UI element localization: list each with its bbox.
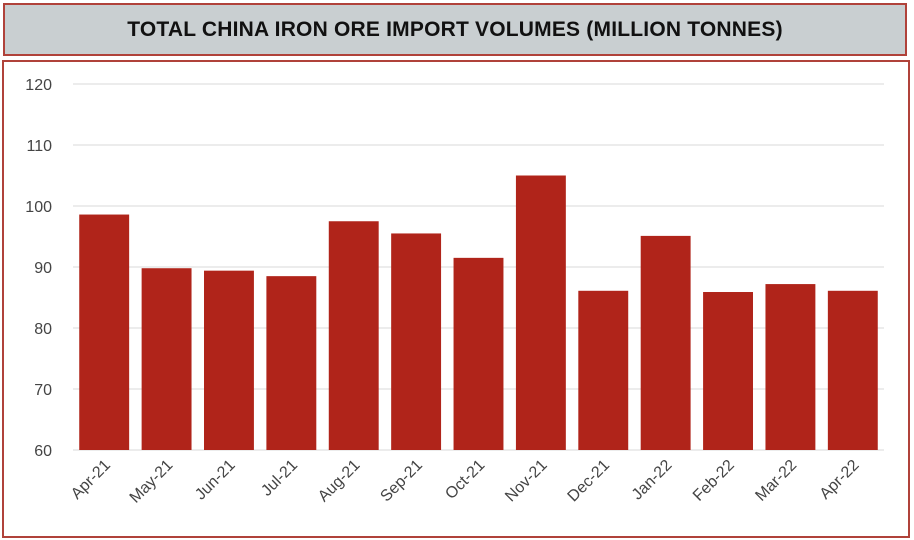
x-tick-label: Jun-21 [192,457,239,504]
y-tick-label: 120 [25,77,52,94]
bar [204,270,254,450]
x-tick-label: May-21 [127,457,177,507]
x-tick-label: Oct-21 [442,457,488,503]
x-tick-label: Mar-22 [752,457,800,505]
x-tick-label: Dec-21 [565,457,614,506]
chart-frame [2,60,910,538]
bar [391,233,442,450]
x-tick-label: Apr-21 [68,457,114,503]
bar [578,290,629,450]
y-tick-label: 80 [34,321,52,338]
bar [141,268,192,450]
y-tick-label: 60 [34,443,52,460]
y-tick-label: 70 [34,382,52,399]
bar [515,175,566,450]
x-tick-label: Nov-21 [502,457,551,506]
x-tick-label: Apr-22 [817,457,863,503]
x-tick-label: Jul-21 [258,457,301,500]
bar [328,221,379,450]
y-tick-label: 90 [34,260,52,277]
x-tick-label: Jan-22 [629,457,676,504]
bar [765,284,816,450]
bar [266,276,317,450]
bar [703,292,753,450]
bar [79,214,130,450]
x-tick-label: Feb-22 [690,457,738,505]
chart-title: TOTAL CHINA IRON ORE IMPORT VOLUMES (MIL… [127,17,783,41]
x-tick-label: Aug-21 [315,457,364,506]
x-tick-label: Sep-21 [377,457,426,506]
bar [640,235,691,450]
y-tick-label: 110 [26,138,52,155]
y-tick-label: 100 [25,199,52,216]
chart-title-bar: TOTAL CHINA IRON ORE IMPORT VOLUMES (MIL… [3,3,907,56]
bar [453,257,504,450]
bar [827,290,878,450]
